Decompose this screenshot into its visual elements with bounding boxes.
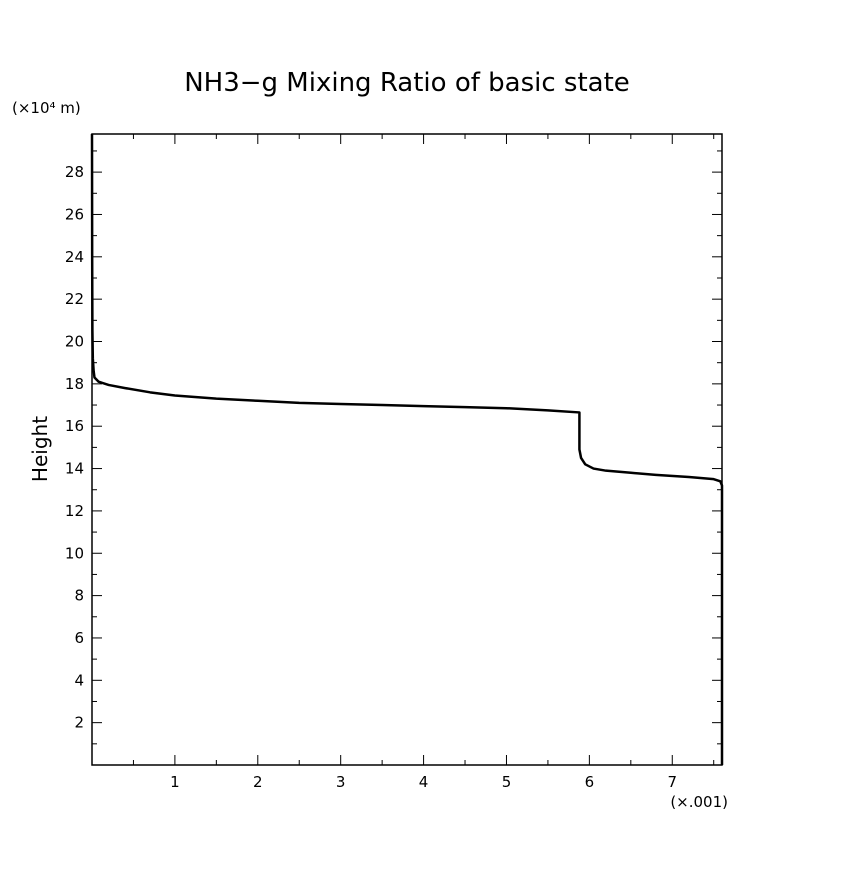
x-tick-label: 6 <box>585 773 595 791</box>
y-axis-label: Height <box>28 416 52 482</box>
series-line <box>90 133 724 765</box>
x-axis-ticks: 1 2 3 4 5 6 7 <box>132 134 715 791</box>
y-tick-label: 2 <box>74 714 84 732</box>
plot-frame <box>91 133 723 766</box>
x-tick-label: 4 <box>419 773 429 791</box>
y-tick-label: 16 <box>65 417 84 435</box>
y-unit-label: (×10⁴ m) <box>12 99 81 117</box>
x-tick-label: 3 <box>336 773 346 791</box>
y-tick-label: 20 <box>65 333 84 351</box>
y-tick-label: 14 <box>65 460 84 478</box>
data-series <box>90 133 724 765</box>
y-tick-label: 6 <box>74 629 84 647</box>
y-tick-label: 22 <box>65 290 84 308</box>
y-tick-label: 10 <box>65 544 84 562</box>
x-scale-label: (×.001) <box>670 793 728 811</box>
x-tick-label: 1 <box>170 773 180 791</box>
x-tick-label: 2 <box>253 773 263 791</box>
y-tick-label: 26 <box>65 205 84 223</box>
y-tick-label: 12 <box>65 502 84 520</box>
y-tick-label: 4 <box>74 671 84 689</box>
x-tick-label: 5 <box>502 773 512 791</box>
y-tick-label: 8 <box>74 587 84 605</box>
chart-title: NH3−g Mixing Ratio of basic state <box>184 68 630 98</box>
x-tick-label: 7 <box>667 773 677 791</box>
y-tick-label: 24 <box>65 248 84 266</box>
y-tick-label: 28 <box>65 163 84 181</box>
y-tick-label: 18 <box>65 375 84 393</box>
